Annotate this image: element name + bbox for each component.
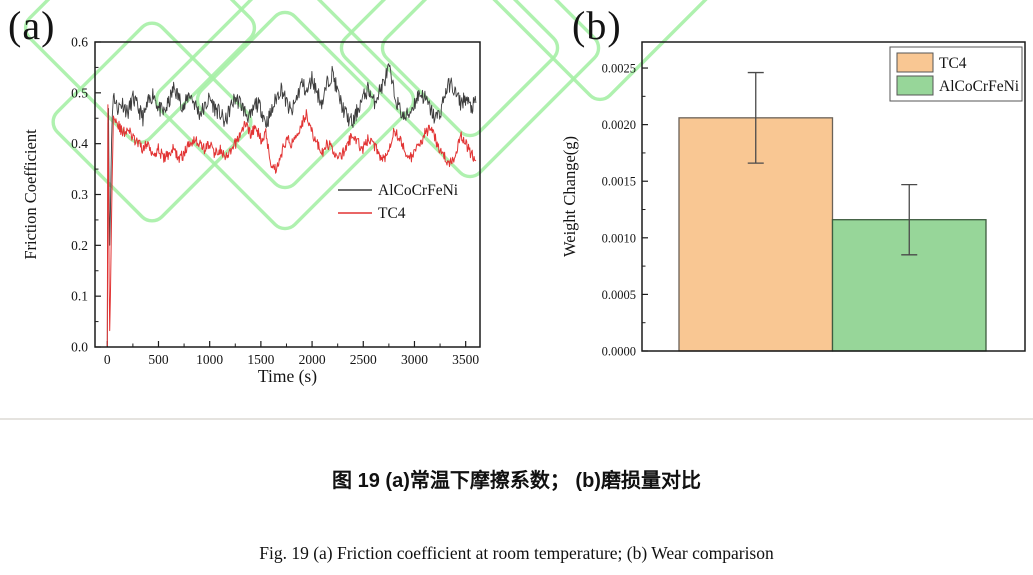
svg-text:0.5: 0.5 — [71, 85, 88, 100]
svg-text:Time (s): Time (s) — [258, 366, 317, 386]
caption-english: Fig. 19 (a) Friction coefficient at room… — [259, 543, 774, 563]
svg-text:0.0025: 0.0025 — [602, 62, 636, 76]
svg-text:2000: 2000 — [299, 352, 326, 367]
panel-b-label: (b) — [572, 3, 622, 48]
svg-text:0.2: 0.2 — [71, 238, 88, 253]
svg-text:0.0020: 0.0020 — [602, 118, 636, 132]
section-divider — [0, 418, 1033, 420]
svg-text:3500: 3500 — [452, 352, 479, 367]
svg-text:0.1: 0.1 — [71, 289, 88, 304]
svg-text:AlCoCrFeNi: AlCoCrFeNi — [378, 182, 459, 199]
panel-a-label: (a) — [8, 3, 56, 48]
wear-bar-chart: 0.0000 0.0005 0.0010 0.0015 0.0020 0.0025 Weig… — [560, 41, 1026, 359]
svg-text:0.0015: 0.0015 — [602, 175, 636, 189]
svg-text:0.6: 0.6 — [71, 35, 88, 50]
svg-text:2500: 2500 — [350, 352, 377, 367]
svg-text:Friction Coefficient: Friction Coefficient — [21, 129, 40, 260]
svg-text:Weight Change(g): Weight Change(g) — [560, 136, 579, 257]
svg-text:500: 500 — [148, 352, 169, 367]
svg-text:0.3: 0.3 — [71, 187, 88, 202]
svg-text:3000: 3000 — [401, 352, 428, 367]
svg-text:TC4: TC4 — [378, 205, 406, 222]
svg-text:0.0005: 0.0005 — [602, 288, 636, 302]
svg-text:AlCoCrFeNi: AlCoCrFeNi — [939, 78, 1020, 95]
figure-area: (a) (b) 0 500 1000 1500 2000 2500 3000 3500 0.0 0… — [8, 0, 1026, 386]
svg-text:1000: 1000 — [196, 352, 223, 367]
svg-text:0.0010: 0.0010 — [602, 231, 636, 245]
svg-text:0: 0 — [104, 352, 111, 367]
svg-text:1500: 1500 — [247, 352, 274, 367]
svg-text:0.0: 0.0 — [71, 340, 88, 355]
friction-line-chart: 0 500 1000 1500 2000 2500 3000 3500 0.0 0.1 0.2 0.3… — [21, 35, 481, 386]
svg-text:TC4: TC4 — [939, 55, 967, 72]
svg-text:0.0000: 0.0000 — [602, 345, 636, 359]
svg-text:0.4: 0.4 — [71, 136, 88, 151]
caption-chinese: 图 19 (a)常温下摩擦系数； (b)磨损量对比 — [332, 470, 701, 492]
